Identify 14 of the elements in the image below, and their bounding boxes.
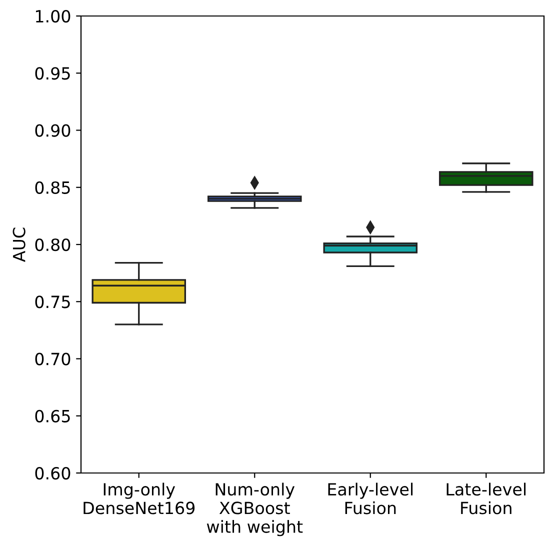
y-tick-label: 0.60	[35, 466, 70, 480]
y-tick-label: 0.95	[35, 67, 70, 80]
x-tick-label: Early-level Fusion	[328, 482, 413, 514]
y-tick-label: 0.75	[35, 296, 70, 308]
y-axis-title: AUC	[12, 228, 26, 262]
y-tick-label: 0.70	[35, 352, 70, 366]
y-tick-label: 0.90	[35, 124, 70, 137]
y-tick-label: 0.85	[35, 181, 70, 194]
y-tick-label: 0.80	[35, 238, 70, 252]
y-tick-label: 0.65	[35, 410, 70, 422]
x-tick-label: Num-only XGBoost with weight	[206, 482, 303, 536]
y-tick-label: 1.00	[36, 10, 70, 23]
x-tick-label: Late-level Fusion	[446, 482, 526, 514]
x-tick-label: Img-only DenseNet169	[84, 482, 195, 514]
